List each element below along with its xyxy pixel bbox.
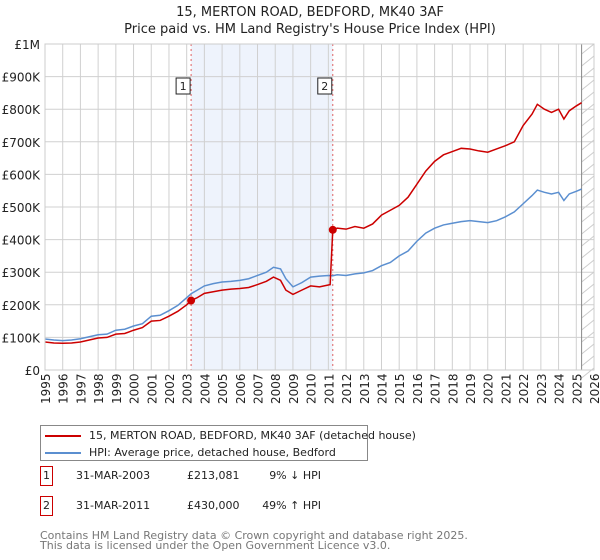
hatch-line — [581, 211, 595, 223]
transaction-date: 31-MAR-2011 — [76, 499, 151, 512]
transaction-hpi-diff: 9% ↓ HPI — [269, 469, 321, 482]
legend-label: HPI: Average price, detached house, Bedf… — [89, 446, 336, 459]
hpi-line — [44, 188, 582, 342]
plot-border — [44, 43, 595, 371]
x-tick-label: 2010 — [305, 373, 319, 404]
x-tick-label: 1999 — [110, 373, 124, 404]
x-tick-label: 2013 — [358, 373, 372, 404]
hatch-line — [581, 115, 595, 127]
hatch-line — [581, 259, 595, 271]
x-tick-label: 1996 — [57, 373, 71, 404]
y-tick-label: £500K — [2, 201, 42, 215]
y-tick-label: £300K — [2, 266, 42, 280]
x-tick-label: 2003 — [181, 373, 195, 404]
hatch-line — [581, 343, 595, 355]
x-tick-label: 2026 — [588, 373, 600, 404]
price-chart: 15, MERTON ROAD, BEDFORD, MK40 3AF Price… — [2, 5, 600, 404]
x-tick-label: 2005 — [216, 373, 230, 404]
x-tick-label: 1998 — [92, 373, 106, 404]
transaction-price: £213,081 — [187, 469, 240, 482]
hatch-line — [581, 91, 595, 103]
x-tick-label: 2020 — [482, 373, 496, 404]
x-tick-label: 2002 — [163, 373, 177, 404]
x-tick-label: 2015 — [393, 373, 407, 404]
transaction-date: 31-MAR-2003 — [76, 469, 151, 482]
annotation-box — [317, 77, 333, 95]
hatch-line — [581, 163, 595, 175]
legend-item-hpi: HPI: Average price, detached house, Bedf… — [45, 446, 336, 459]
transaction-price: £430,000 — [187, 499, 240, 512]
legend-item-property: 15, MERTON ROAD, BEDFORD, MK40 3AF (deta… — [45, 429, 416, 442]
y-tick-label: £0 — [25, 364, 40, 378]
annotation-label: 1 — [180, 80, 187, 93]
footer: Contains HM Land Registry data © Crown c… — [40, 529, 468, 552]
x-tick-label: 2004 — [198, 373, 212, 404]
legend: 15, MERTON ROAD, BEDFORD, MK40 3AF (deta… — [40, 425, 416, 461]
hatch-line — [581, 127, 595, 139]
x-tick-label: 2019 — [464, 373, 478, 404]
hatch-line — [581, 79, 595, 91]
hatch-line — [581, 199, 595, 211]
x-tick-label: 2007 — [252, 373, 266, 404]
hatch-line — [581, 247, 595, 259]
x-tick-label: 2008 — [269, 373, 283, 404]
hatch-line — [581, 283, 595, 295]
x-tick-label: 1997 — [74, 373, 88, 404]
x-tick-label: 2017 — [429, 373, 443, 404]
hatch-line — [581, 271, 595, 283]
y-tick-label: £600K — [2, 168, 42, 182]
hatch-line — [581, 307, 595, 319]
transaction-hpi-diff: 49% ↑ HPI — [262, 499, 321, 512]
sale-point — [187, 296, 196, 305]
chart-subtitle: Price paid vs. HM Land Registry's House … — [124, 22, 496, 37]
x-tick-label: 2023 — [535, 373, 549, 404]
y-tick-label: £800K — [2, 103, 42, 117]
x-tick-label: 2022 — [517, 373, 531, 404]
x-tick-label: 2006 — [234, 373, 248, 404]
x-tick-label: 2000 — [128, 373, 142, 404]
y-tick-label: £700K — [2, 136, 42, 150]
hatch-line — [581, 223, 595, 235]
x-tick-label: 2009 — [287, 373, 301, 404]
hatch-line — [581, 55, 595, 67]
sale-point — [328, 225, 337, 234]
legend-label: 15, MERTON ROAD, BEDFORD, MK40 3AF (deta… — [89, 429, 416, 442]
hatch-line — [581, 175, 595, 187]
x-tick-label: 2012 — [340, 373, 354, 404]
property-line — [44, 102, 582, 345]
hatch-line — [581, 319, 595, 331]
transaction-number: 2 — [40, 496, 53, 516]
x-tick-label: 2021 — [499, 373, 513, 404]
y-tick-label: £900K — [2, 71, 42, 85]
footer-copyright: Contains HM Land Registry data © Crown c… — [40, 529, 468, 542]
x-tick-label: 2018 — [446, 373, 460, 404]
y-tick-label: £400K — [2, 234, 42, 248]
x-tick-label: 2016 — [411, 373, 425, 404]
y-tick-label: £200K — [2, 299, 42, 313]
hatch-line — [581, 355, 595, 367]
x-tick-label: 2011 — [322, 373, 336, 404]
hatch-line — [581, 235, 595, 247]
y-tick-label: £1M — [14, 38, 40, 52]
footer-licence: This data is licensed under the Open Gov… — [40, 539, 391, 552]
annotation-label: 2 — [321, 80, 328, 93]
annotation-box — [175, 77, 191, 95]
y-tick-label: £100K — [2, 331, 42, 345]
x-tick-label: 2001 — [145, 373, 159, 404]
x-tick-label: 2024 — [553, 373, 567, 404]
x-tick-label: 2014 — [375, 373, 389, 404]
hatch-line — [581, 187, 595, 199]
x-tick-label: 1995 — [39, 373, 53, 404]
hatch-line — [581, 151, 595, 163]
chart-title: 15, MERTON ROAD, BEDFORD, MK40 3AF — [176, 5, 444, 20]
transaction-number: 1 — [40, 466, 53, 486]
x-tick-label: 2025 — [570, 373, 584, 404]
hatch-line — [581, 43, 595, 55]
